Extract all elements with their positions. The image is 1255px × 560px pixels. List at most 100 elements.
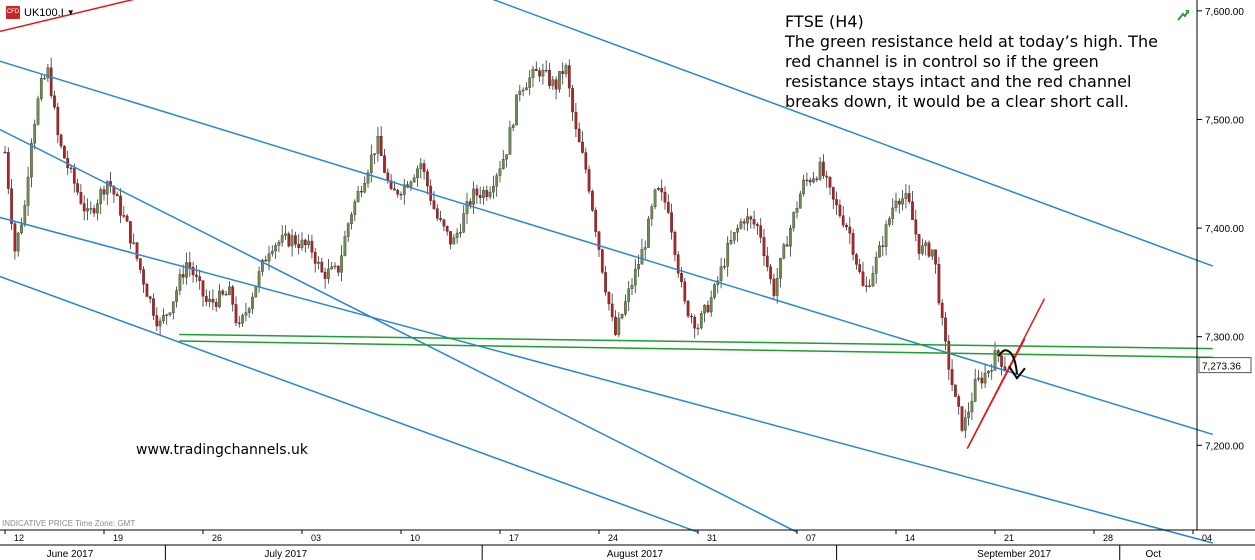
trend-up-icon[interactable] — [1176, 8, 1190, 22]
candle-body — [49, 67, 53, 96]
candle-body — [449, 231, 452, 245]
candle-body — [653, 189, 657, 207]
candle-body — [175, 290, 178, 302]
candle-body — [211, 298, 215, 303]
x-tick-label: 24 — [608, 533, 618, 543]
candle-body — [561, 71, 565, 74]
candle-body — [584, 152, 588, 170]
candle-body — [640, 249, 644, 265]
candle-body — [475, 188, 479, 196]
candle-body — [142, 269, 145, 285]
candle-body — [56, 106, 60, 136]
candle-body — [396, 189, 400, 195]
candle-body — [726, 243, 730, 267]
symbol-selector[interactable]: CFD UK100.I ▼ — [6, 6, 75, 19]
candle-body — [973, 379, 977, 402]
candle-body — [937, 264, 941, 304]
candle-body — [808, 180, 812, 183]
candle-body — [290, 235, 294, 247]
candle-body — [884, 224, 888, 247]
candle-body — [102, 189, 106, 195]
candle-body — [881, 245, 885, 247]
candle-body — [241, 315, 244, 324]
candle-body — [419, 163, 423, 169]
candle-body — [432, 200, 436, 209]
candle-body — [868, 285, 871, 288]
candle-body — [719, 266, 723, 281]
x-tick-label: 28 — [1103, 533, 1113, 543]
candle-body — [353, 201, 357, 215]
candle-body — [148, 296, 152, 299]
candle-body — [600, 249, 604, 273]
projection-arrow — [998, 349, 1026, 380]
candle-body — [33, 124, 37, 144]
candle-body — [89, 208, 93, 210]
candle-body — [284, 233, 287, 236]
candle-body — [26, 176, 30, 206]
candle-body — [115, 194, 119, 197]
candle-body — [670, 212, 673, 233]
candle-body — [650, 206, 654, 220]
last-price-box — [1198, 357, 1252, 374]
candle-body — [6, 152, 10, 189]
candle-body — [567, 65, 571, 89]
candle-body — [452, 237, 456, 245]
candle-body — [871, 273, 875, 287]
candle-body — [277, 242, 281, 246]
candle-body — [822, 161, 825, 177]
candle-body — [954, 384, 957, 397]
y-tick-label: 7,200.00 — [1205, 441, 1244, 452]
candle-body — [944, 317, 947, 342]
channel-line — [0, 216, 1213, 544]
y-tick-label: 7,600.00 — [1205, 7, 1244, 18]
candle-body — [360, 191, 363, 193]
candle-body — [105, 181, 109, 195]
candle-body — [554, 79, 558, 90]
x-tick-label: 31 — [707, 533, 717, 543]
candle-body — [657, 188, 660, 190]
candle-body — [597, 231, 601, 250]
candle-body — [39, 77, 43, 99]
candle-body — [455, 232, 459, 238]
candle-body — [534, 69, 538, 71]
candle-body — [762, 237, 766, 257]
candle-body — [13, 223, 17, 252]
candle-body — [317, 261, 320, 264]
candle-body — [713, 284, 716, 298]
candle-body — [779, 258, 782, 279]
chevron-down-icon[interactable]: ▼ — [66, 8, 75, 17]
candle-body — [10, 188, 13, 224]
candle-body — [835, 199, 838, 206]
candle-body — [171, 301, 175, 314]
candle-body — [468, 201, 472, 205]
candle-body — [736, 228, 739, 233]
candle-body — [472, 188, 475, 205]
candle-body — [950, 369, 954, 386]
candle-body — [426, 171, 429, 187]
candle-body — [3, 151, 7, 154]
x-tick-label: 12 — [14, 533, 24, 543]
candle-body — [594, 210, 598, 232]
candle-body — [627, 288, 631, 302]
candle-body — [759, 225, 763, 238]
candle-body — [633, 268, 637, 286]
candle-body — [723, 266, 726, 268]
candle-body — [188, 262, 192, 268]
y-tick-label: 7,500.00 — [1205, 115, 1244, 126]
candle-body — [977, 377, 980, 380]
candle-body — [416, 168, 419, 178]
y-tick-label: 7,400.00 — [1205, 224, 1244, 235]
candle-body — [185, 262, 188, 278]
x-tick-label: 07 — [806, 533, 816, 543]
candle-body — [798, 193, 802, 209]
candle-body — [492, 186, 495, 193]
note-line: red channel is in control so if the gree… — [785, 52, 1099, 71]
candle-body — [1000, 355, 1003, 367]
note-line: The green resistance held at today’s hig… — [785, 32, 1158, 51]
candle-body — [214, 302, 218, 307]
candle-body — [333, 265, 337, 268]
candle-body — [963, 417, 967, 431]
trendlines — [0, 0, 1214, 544]
